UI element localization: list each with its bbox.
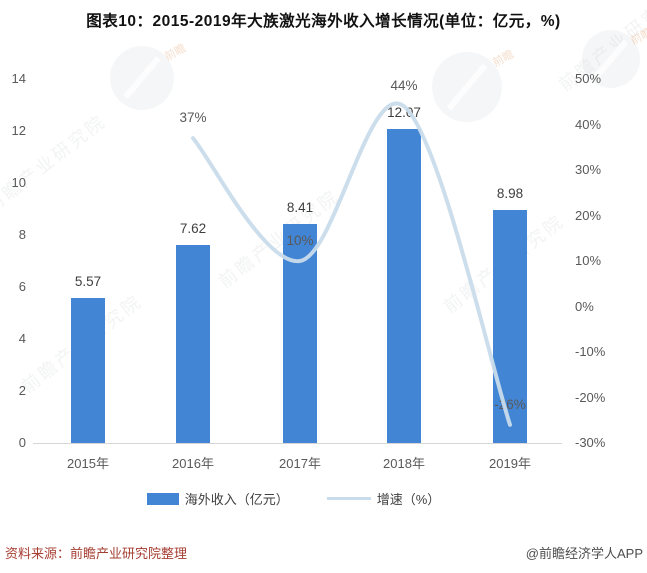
legend-label-revenue: 海外收入（亿元） <box>184 492 289 507</box>
right-axis-tick: 0% <box>575 298 594 314</box>
bar-2017年 <box>283 224 317 443</box>
right-axis-tick: 50% <box>575 71 602 86</box>
left-axis-tick: 8 <box>18 227 26 242</box>
left-axis-tick: 6 <box>18 279 26 294</box>
right-axis-tick: 10% <box>575 253 602 268</box>
right-axis-tick: -20% <box>575 389 606 405</box>
chart-title: 图表10：2015-2019年大族激光海外收入增长情况(单位：亿元，%) <box>86 13 561 30</box>
right-axis-tick: 30% <box>575 162 602 177</box>
right-axis-tick: -10% <box>575 344 606 359</box>
bar-value-label: 7.62 <box>179 220 207 236</box>
legend-bar-swatch-icon <box>146 492 179 505</box>
left-axis-tick: 4 <box>18 331 26 346</box>
watermark-logo-icon: 前瞻 <box>110 42 188 110</box>
watermark-logo-icon: 前瞻 <box>432 48 516 122</box>
bar-value-label: 8.41 <box>286 200 314 216</box>
bar-2016年 <box>176 244 210 443</box>
right-axis-tick: 40% <box>575 116 602 132</box>
left-axis-tick: 2 <box>18 383 26 398</box>
source-note: 资料来源：前瞻产业研究院整理 <box>5 546 188 561</box>
x-axis-line <box>33 443 562 444</box>
x-axis-label: 2018年 <box>383 456 425 471</box>
bar-2018年 <box>387 129 421 443</box>
legend-line-swatch-icon <box>326 497 371 500</box>
legend-item-growth: 增速（%） <box>326 489 441 508</box>
legend-label-growth: 增速（%） <box>376 492 441 507</box>
x-axis-label: 2016年 <box>172 456 214 471</box>
left-axis-tick: 14 <box>11 71 26 86</box>
bar-2015年 <box>71 298 105 443</box>
x-axis-label: 2019年 <box>489 456 531 471</box>
right-axis-tick: 20% <box>575 207 602 223</box>
bar-value-label: 8.98 <box>496 185 524 201</box>
x-axis-label: 2015年 <box>67 456 109 471</box>
legend: 海外收入（亿元） 增速（%） <box>0 489 587 508</box>
publisher-handle: @前瞻经济学人APP <box>525 546 643 561</box>
left-axis-tick: 0 <box>18 435 26 450</box>
legend-item-revenue: 海外收入（亿元） <box>146 489 289 508</box>
right-axis-tick: -30% <box>575 435 606 450</box>
left-axis-tick: 12 <box>11 123 26 138</box>
left-axis-tick: 10 <box>11 175 26 190</box>
x-axis-label: 2017年 <box>279 456 321 471</box>
growth-value-label: 10% <box>286 233 314 248</box>
growth-value-label: -26% <box>494 396 526 412</box>
bar-value-label: 5.57 <box>74 274 102 290</box>
growth-value-label: 37% <box>179 110 207 126</box>
bar-value-label: 12.07 <box>387 105 421 121</box>
growth-value-label: 44% <box>390 78 418 94</box>
